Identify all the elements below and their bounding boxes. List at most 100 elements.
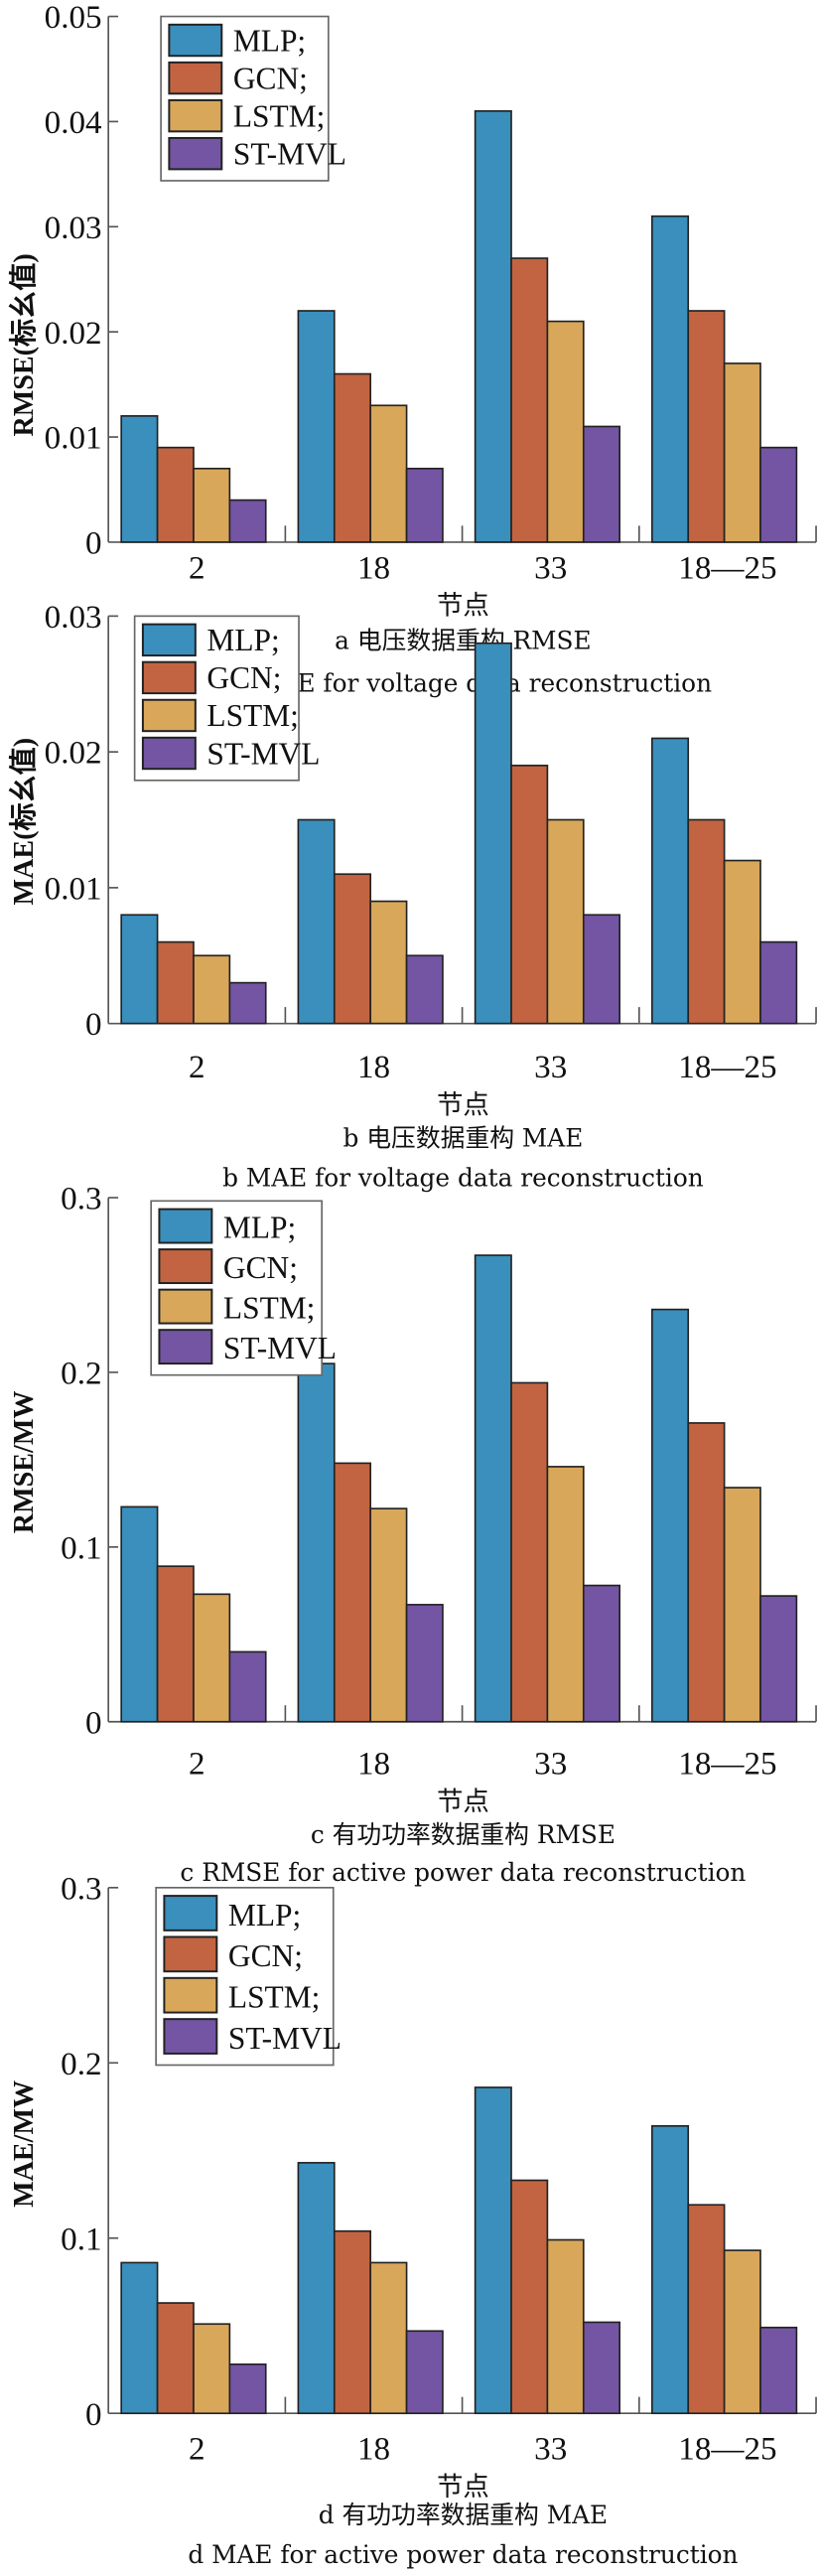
bar-lstm-33 <box>546 320 585 543</box>
x-tick-label: 2 <box>189 2432 205 2468</box>
y-tick-label: 0.1 <box>61 2221 101 2257</box>
bar-st-mvl-33 <box>582 1584 621 1723</box>
legend-label-gcn: GCN; <box>206 660 281 695</box>
caption-cn: b 电压数据重构 MAE <box>343 1124 584 1153</box>
bar-lstm-33 <box>546 818 585 1025</box>
x-tick-label: 33 <box>534 1747 567 1783</box>
legend-swatch-lstm <box>158 1288 213 1325</box>
caption-cn: a 电压数据重构 RMSE <box>335 626 591 654</box>
legend-label-lstm: LSTM; <box>233 98 325 133</box>
y-axis-title: MAE/MW <box>9 2080 40 2208</box>
bar-st-mvl-33 <box>582 425 621 543</box>
y-tick-label: 0.3 <box>61 1871 101 1907</box>
bar-lstm-2 <box>193 2323 231 2415</box>
y-tick-label: 0.03 <box>45 600 102 636</box>
bar-st-mvl-18 <box>405 1604 444 1723</box>
x-axis-title: 节点 <box>437 1090 489 1121</box>
legend-swatch-gcn <box>163 1935 218 1973</box>
bar-lstm-2 <box>193 467 231 543</box>
bar-mlp-2 <box>120 914 159 1025</box>
x-tick-label: 2 <box>189 1050 205 1085</box>
x-axis-title: 节点 <box>437 1787 489 1817</box>
bar-st-mvl-2 <box>228 1650 267 1723</box>
bar-gcn-2 <box>156 446 195 543</box>
x-axis-title: 节点 <box>437 591 489 622</box>
bar-gcn-33 <box>510 764 549 1025</box>
chart-panel-b: 0 0.01 0.02 0.03 2 18 33 18—25 MAE(标幺值) 节点 b 电压数据重… <box>7 600 817 1192</box>
x-tick-label: 33 <box>534 550 567 586</box>
bar-st-mvl-18 <box>405 2330 444 2415</box>
chart-panel-d: 0 0.1 0.2 0.3 2 18 33 18—25 MAE/MW 节点d 有功功率数据重构 M… <box>9 1871 817 2569</box>
bar-lstm-18 <box>369 1507 408 1723</box>
legend-label-st-mvl: ST-MVL <box>206 736 320 771</box>
x-tick-label: 2 <box>189 550 205 586</box>
bar-st-mvl-18—25 <box>759 1595 798 1723</box>
bar-mlp-18 <box>297 310 336 543</box>
legend-swatch-gcn <box>168 61 223 95</box>
legend-swatch-lstm <box>168 98 223 133</box>
x-tick-label: 18—25 <box>678 1050 776 1085</box>
chart-panel-a: 0 0.01 0.02 0.03 0.04 0.05 2 18 33 18—25 RMSE(标幺值)… <box>7 0 817 697</box>
y-tick-label: 0 <box>85 1007 102 1043</box>
legend-swatch-st-mvl <box>158 1329 213 1365</box>
legend-label-mlp: MLP; <box>223 1211 296 1245</box>
caption-en: d MAE for active power data reconstructi… <box>188 2540 738 2569</box>
bar-lstm-33 <box>546 1466 585 1723</box>
caption-cn: c 有功功率数据重构 RMSE <box>311 1820 616 1849</box>
bar-gcn-33 <box>510 257 549 543</box>
legend: MLP;GCN;LSTM;ST-MVL <box>133 615 320 782</box>
caption-en: c RMSE for active power data reconstruct… <box>180 1858 746 1887</box>
bar-lstm-18 <box>369 404 408 543</box>
y-axis-title: RMSE(标幺值) <box>7 253 40 436</box>
bar-gcn-33 <box>510 2179 549 2415</box>
legend-swatch-mlp <box>163 1895 218 1932</box>
x-tick-label: 18—25 <box>678 550 776 586</box>
bar-mlp-18 <box>297 1362 336 1723</box>
bar-st-mvl-18—25 <box>759 2326 798 2415</box>
legend-swatch-st-mvl <box>163 2018 218 2055</box>
bar-mlp-33 <box>474 642 512 1025</box>
bar-st-mvl-18—25 <box>759 940 798 1025</box>
bar-gcn-18 <box>333 873 372 1025</box>
x-tick-label: 18 <box>357 1050 390 1085</box>
bar-gcn-18—25 <box>687 2204 726 2415</box>
y-tick-label: 0.3 <box>61 1182 101 1217</box>
y-axis-title: MAE(标幺值) <box>7 738 40 906</box>
y-tick-label: 0 <box>85 1705 102 1741</box>
legend-label-lstm: LSTM; <box>206 698 298 733</box>
chart-panel-c: 0 0.1 0.2 0.3 2 18 33 18—25 RMSE/MW 节点 c 有功功率数据重构 … <box>9 1182 817 1887</box>
x-tick-label: 18 <box>357 550 390 586</box>
legend-label-gcn: GCN; <box>228 1938 303 1973</box>
legend-label-mlp: MLP; <box>233 23 306 58</box>
bar-mlp-2 <box>120 1505 159 1723</box>
legend-swatch-st-mvl <box>168 136 223 171</box>
bar-st-mvl-2 <box>228 499 267 543</box>
legend-label-lstm: LSTM; <box>228 1980 320 2015</box>
bar-gcn-33 <box>510 1381 549 1723</box>
legend-swatch-mlp <box>158 1208 213 1244</box>
bar-st-mvl-18 <box>405 467 444 543</box>
bar-lstm-2 <box>193 1593 231 1723</box>
bar-lstm-18—25 <box>723 1487 761 1723</box>
legend: MLP;GCN;LSTM;ST-MVL <box>150 1200 337 1376</box>
legend-swatch-gcn <box>158 1248 213 1285</box>
bar-lstm-2 <box>193 954 231 1025</box>
bar-gcn-2 <box>156 1565 195 1723</box>
bar-st-mvl-18—25 <box>759 446 798 543</box>
y-tick-label: 0.01 <box>45 871 102 907</box>
bar-mlp-2 <box>120 415 159 543</box>
y-tick-label: 0.1 <box>61 1530 101 1566</box>
bar-mlp-18—25 <box>651 215 690 543</box>
legend-swatch-mlp <box>141 623 197 657</box>
bar-lstm-18—25 <box>723 859 761 1025</box>
bar-gcn-18 <box>333 1462 372 1723</box>
y-tick-label: 0.2 <box>61 2047 101 2082</box>
legend-label-mlp: MLP; <box>228 1898 301 1932</box>
x-tick-label: 18 <box>357 2432 390 2468</box>
caption-en: b MAE for voltage data reconstruction <box>222 1163 704 1192</box>
legend-swatch-gcn <box>141 660 197 695</box>
legend-label-lstm: LSTM; <box>223 1291 315 1326</box>
bar-lstm-18—25 <box>723 362 761 543</box>
bar-gcn-2 <box>156 940 195 1025</box>
